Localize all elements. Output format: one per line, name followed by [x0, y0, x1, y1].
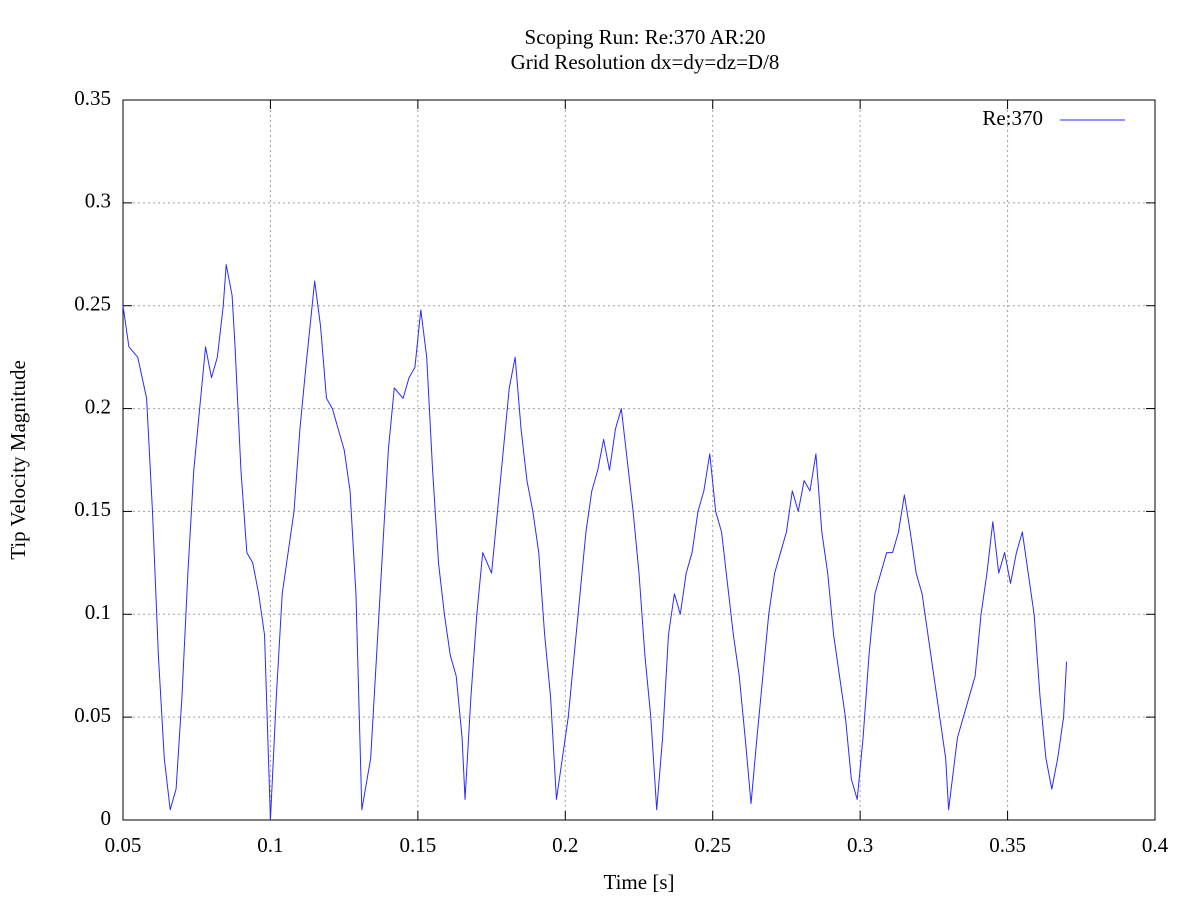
y-tick-label: 0.15: [74, 497, 111, 521]
x-tick-label: 0.05: [105, 833, 142, 857]
plot-frame: [122, 99, 1156, 821]
y-tick-label: 0.1: [85, 600, 111, 624]
x-tick-label: 0.25: [694, 833, 731, 857]
y-tick-label: 0.2: [85, 394, 111, 418]
x-tick-label: 0.2: [552, 833, 578, 857]
x-tick-label: 0.4: [1142, 833, 1169, 857]
data-line: [122, 264, 1068, 821]
chart-subtitle: Grid Resolution dx=dy=dz=D/8: [511, 50, 780, 74]
x-tick-label: 0.35: [989, 833, 1026, 857]
chart-title: Scoping Run: Re:370 AR:20: [525, 25, 766, 49]
y-tick-label: 0.35: [74, 86, 111, 110]
x-tick-label: 0.15: [399, 833, 436, 857]
x-tick-label: 0.1: [257, 833, 283, 857]
y-tick-label: 0.3: [85, 189, 111, 213]
y-tick-label: 0: [101, 806, 112, 830]
x-tick-label: 0.3: [847, 833, 873, 857]
y-tick-label: 0.05: [74, 703, 111, 727]
y-axis-label: Tip Velocity Magnitude: [6, 360, 30, 560]
x-axis-label: Time [s]: [604, 870, 675, 894]
y-tick-label: 0.25: [74, 292, 111, 316]
legend-label: Re:370: [982, 106, 1043, 130]
